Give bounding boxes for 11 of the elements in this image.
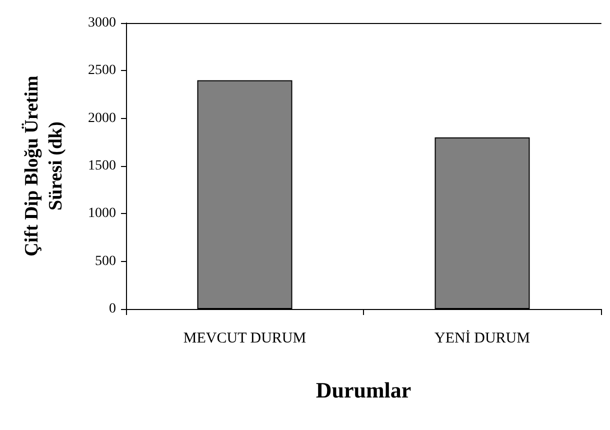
x-tick-label: MEVCUT DURUM <box>183 330 306 346</box>
x-axis-title: Durumlar <box>316 378 412 402</box>
y-axis-title: Çift Dip Bloğu Üretim Süresi (dk) <box>22 75 66 256</box>
y-tick-label: 2500 <box>88 63 116 78</box>
y-tick-label: 0 <box>109 302 116 316</box>
y-tick-label: 1000 <box>88 206 116 222</box>
y-tick-label: 3000 <box>88 16 116 30</box>
y-tick-label: 1500 <box>88 158 116 174</box>
y-tick-label: 2000 <box>88 110 116 126</box>
x-tick-label: YENİ DURUM <box>434 330 530 346</box>
y-tick-label: 500 <box>95 254 116 269</box>
